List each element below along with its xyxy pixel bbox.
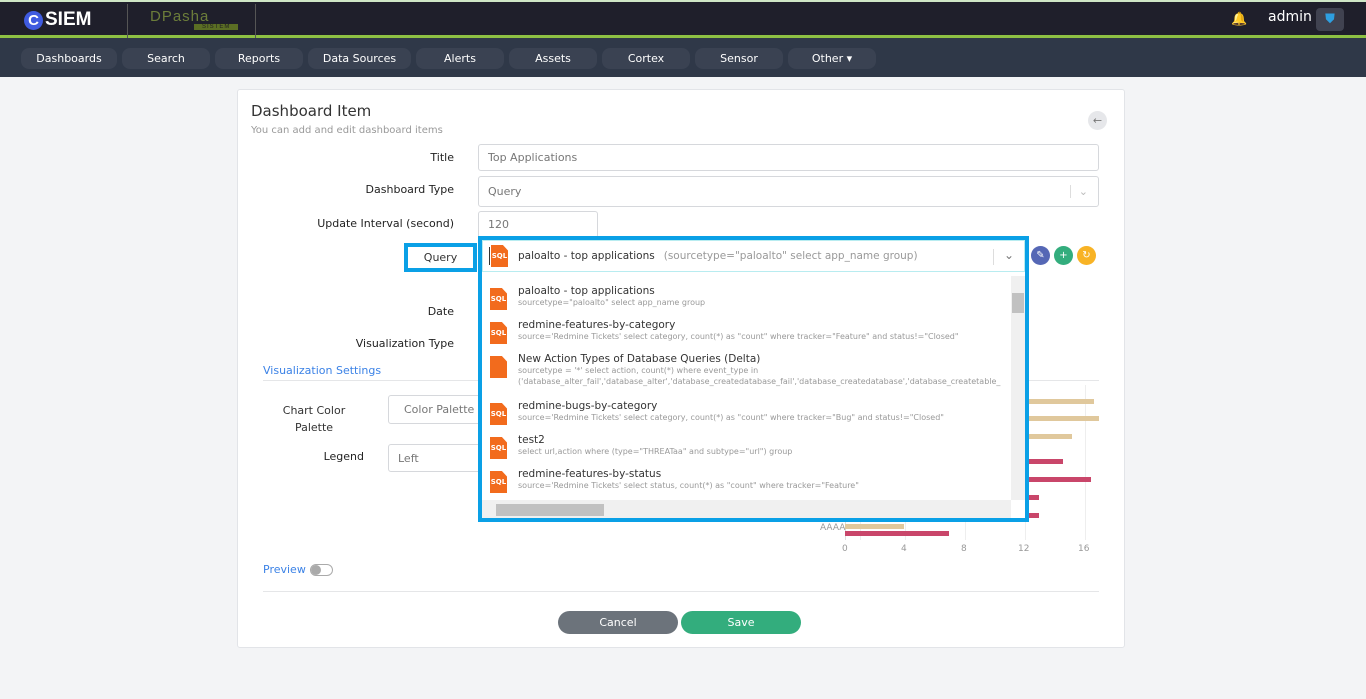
- x-tick: 4: [901, 544, 907, 554]
- dpasha-logo: DPasha SISTEM: [150, 8, 239, 30]
- cancel-button[interactable]: Cancel: [558, 611, 678, 634]
- query-select[interactable]: SQL paloalto - top applications (sourcet…: [478, 236, 1029, 522]
- x-tick: 16: [1078, 544, 1090, 554]
- bell-icon[interactable]: 🔔: [1231, 12, 1248, 27]
- divider: [127, 4, 128, 38]
- bar: [845, 524, 904, 529]
- chart-color-palette-select[interactable]: Color Palette: [388, 395, 488, 424]
- dashboard-type-label: Dashboard Type: [365, 183, 454, 196]
- title-input[interactable]: Top Applications: [478, 144, 1099, 171]
- sql-icon: SQL: [490, 471, 507, 493]
- user-name[interactable]: admin: [1268, 9, 1312, 25]
- logo-mark: C: [24, 10, 43, 30]
- title-label: Title: [430, 151, 454, 164]
- page-title: Dashboard Item: [251, 102, 372, 120]
- sql-icon: SQL: [490, 288, 507, 310]
- nav-data-sources[interactable]: Data Sources: [308, 48, 411, 69]
- horizontal-scrollbar[interactable]: [482, 500, 1011, 518]
- divider: [263, 591, 1099, 592]
- add-query-icon[interactable]: +: [1054, 246, 1073, 265]
- nav-other[interactable]: Other ▾: [788, 48, 876, 69]
- refresh-icon[interactable]: ↻: [1077, 246, 1096, 265]
- dashboard-type-select[interactable]: Query ⌄: [478, 176, 1099, 207]
- x-tick: 12: [1018, 544, 1030, 554]
- nav-cortex[interactable]: Cortex: [602, 48, 690, 69]
- gridline: [1085, 385, 1086, 540]
- sql-icon: SQL: [490, 322, 507, 344]
- dashboard-type-value: Query: [488, 185, 522, 198]
- visualization-type-label: Visualization Type: [355, 337, 454, 350]
- update-interval-label: Update Interval (second): [317, 217, 454, 230]
- sql-icon: SQL: [491, 245, 508, 267]
- edit-query-icon[interactable]: ✎: [1031, 246, 1050, 265]
- csiem-logo[interactable]: C SIEM: [24, 9, 91, 31]
- preview-label: Preview: [263, 563, 306, 576]
- chevron-down-icon[interactable]: ⌄: [1003, 248, 1014, 262]
- chart-color-palette-label: Chart Color Palette: [282, 404, 346, 434]
- query-dropdown-list: SQL paloalto - top applications sourcetype…: [482, 276, 1025, 518]
- update-interval-input[interactable]: 120: [478, 211, 598, 238]
- query-option[interactable]: SQL redmine-features-by-category source='R…: [490, 319, 959, 344]
- sql-icon: SQL: [490, 403, 507, 425]
- category-label: AAAA: [820, 523, 846, 533]
- preview-toggle[interactable]: [310, 564, 333, 576]
- date-label: Date: [427, 305, 454, 318]
- sql-icon: SQL: [490, 437, 507, 459]
- page-subtitle: You can add and edit dashboard items: [251, 125, 443, 136]
- selected-query-text: (sourcetype="paloalto" select app_name g…: [663, 250, 918, 262]
- save-button[interactable]: Save: [681, 611, 801, 634]
- query-option[interactable]: paloalto - top applicationsNew Action Ty…: [490, 353, 1000, 387]
- nav-sensor[interactable]: Sensor: [695, 48, 783, 69]
- visualization-settings-heading: Visualization Settings: [263, 364, 382, 377]
- nav-search[interactable]: Search: [122, 48, 210, 69]
- legend-select[interactable]: Left: [388, 444, 488, 472]
- bar: [845, 531, 949, 536]
- shield-icon[interactable]: ⛊: [1316, 8, 1344, 31]
- vertical-scrollbar[interactable]: [1011, 276, 1025, 500]
- main-nav: Dashboards Search Reports Data Sources A…: [0, 38, 1366, 77]
- top-bar: C SIEM DPasha SISTEM 🔔 admin ⛊: [0, 0, 1366, 38]
- nav-reports[interactable]: Reports: [215, 48, 303, 69]
- chevron-down-icon: ⌄: [1069, 185, 1088, 198]
- divider: [255, 4, 256, 38]
- x-tick: 0: [842, 544, 848, 554]
- legend-label: Legend: [323, 450, 364, 463]
- query-option[interactable]: SQL paloalto - top applications sourcetype…: [490, 285, 705, 310]
- query-label: Query: [404, 243, 477, 272]
- logo-text: SIEM: [45, 9, 92, 30]
- query-select-control[interactable]: SQL paloalto - top applications (sourcet…: [482, 240, 1025, 272]
- query-option[interactable]: SQL redmine-features-by-status source='Red…: [490, 468, 859, 493]
- x-tick: 8: [961, 544, 967, 554]
- query-option[interactable]: SQL test2 select url,action where (type="T…: [490, 434, 792, 459]
- query-option[interactable]: SQL redmine-bugs-by-category source='Redmi…: [490, 400, 944, 425]
- nav-assets[interactable]: Assets: [509, 48, 597, 69]
- nav-alerts[interactable]: Alerts: [416, 48, 504, 69]
- selected-query-name: paloalto - top applications: [518, 250, 655, 262]
- back-arrow-icon[interactable]: ←: [1088, 111, 1107, 130]
- nav-dashboards[interactable]: Dashboards: [21, 48, 117, 69]
- sql-icon: paloalto - top applications: [490, 356, 507, 378]
